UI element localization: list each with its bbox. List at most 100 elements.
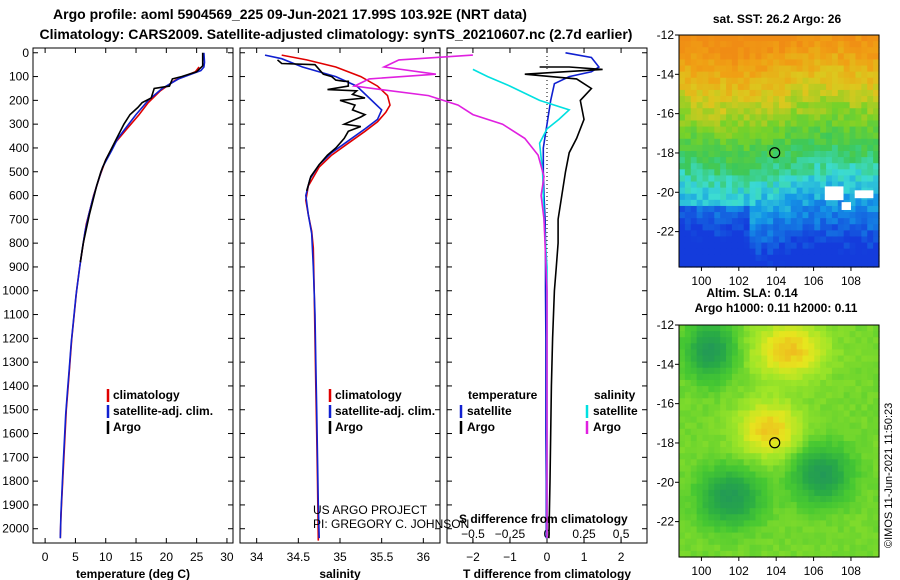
map-cell xyxy=(831,77,839,85)
map-cell xyxy=(720,477,727,485)
map-cell xyxy=(743,193,751,201)
map-cell xyxy=(784,483,792,491)
salinity-xlabel: salinity xyxy=(319,567,361,580)
map-cell xyxy=(826,343,833,351)
map-cell xyxy=(843,132,851,140)
map-cell xyxy=(831,416,839,424)
map-cell xyxy=(861,144,868,152)
map-cell xyxy=(773,343,780,351)
map-cell xyxy=(831,367,839,375)
map-cell xyxy=(820,83,827,91)
map-cell xyxy=(779,404,786,412)
map-cell xyxy=(731,447,739,454)
map-cell xyxy=(814,325,821,332)
map-cell xyxy=(690,495,698,503)
map-cell xyxy=(831,59,839,67)
sst-map-title: sat. SST: 26.2 Argo: 26 xyxy=(713,12,842,26)
map-cell xyxy=(873,65,880,73)
map-cell xyxy=(731,53,739,61)
map-cell xyxy=(814,508,821,515)
map-cell xyxy=(861,526,868,534)
map-cell xyxy=(820,230,827,238)
map-cell xyxy=(820,126,827,134)
map-cell xyxy=(708,138,715,146)
map-cell xyxy=(737,205,745,213)
map-cell xyxy=(855,514,862,521)
map-cell xyxy=(690,404,698,412)
depth-tick-label: 300 xyxy=(9,117,29,131)
map-cell xyxy=(837,477,845,485)
imos-timestamp: ©IMOS 11-Jun-2021 11:50:23 xyxy=(883,403,895,548)
map-cell xyxy=(849,392,857,399)
map-cell xyxy=(679,120,686,128)
map-cell xyxy=(790,355,798,363)
map-cell xyxy=(749,355,757,363)
map-cell xyxy=(690,175,698,183)
map-cell xyxy=(743,538,751,546)
map-cell xyxy=(802,83,810,91)
map-cell xyxy=(773,386,780,393)
map-cell xyxy=(743,447,751,454)
map-cell xyxy=(737,508,745,515)
map-cell xyxy=(690,236,698,244)
credit-project: US ARGO PROJECT xyxy=(313,503,428,517)
map-cell xyxy=(831,126,839,134)
map-cell xyxy=(696,187,704,195)
map-cell xyxy=(773,59,780,67)
map-cell xyxy=(849,175,857,183)
map-cell xyxy=(690,441,698,448)
map-cell xyxy=(684,508,692,515)
map-cell xyxy=(726,163,733,170)
map-cell xyxy=(731,254,739,262)
map-cell xyxy=(837,175,845,183)
map-cell xyxy=(837,132,845,140)
map-cell xyxy=(761,212,768,219)
map-cell xyxy=(731,120,739,128)
map-cell xyxy=(873,254,880,262)
map-cell xyxy=(802,71,810,79)
map-cell xyxy=(849,89,857,97)
map-cell xyxy=(714,349,721,357)
map-cell xyxy=(867,242,874,250)
map-cell xyxy=(684,495,692,503)
map-cell xyxy=(708,157,715,164)
map-cell xyxy=(755,193,762,201)
map-cell xyxy=(690,89,698,97)
map-cell xyxy=(814,89,821,97)
map-cell xyxy=(826,41,833,48)
map-cell xyxy=(743,199,751,207)
map-cell xyxy=(702,379,710,387)
map-cell xyxy=(749,236,757,244)
map-cell xyxy=(690,114,698,122)
depth-tick-label: 1700 xyxy=(2,450,29,464)
map-cell xyxy=(679,157,686,164)
map-cell xyxy=(796,441,804,448)
map-cell xyxy=(767,471,774,479)
map-cell xyxy=(708,260,715,268)
map-cell xyxy=(690,138,698,146)
map-cell xyxy=(867,41,874,48)
map-cell xyxy=(837,447,845,454)
map-ytick-label: -12 xyxy=(657,28,675,42)
map-cell xyxy=(867,144,874,152)
map-cell xyxy=(708,343,715,351)
map-cell xyxy=(684,477,692,485)
map-frame xyxy=(678,324,880,558)
map-cell xyxy=(784,465,792,473)
map-cell xyxy=(737,163,745,170)
map-cell xyxy=(820,367,827,375)
map-cell xyxy=(867,392,874,399)
map-cell xyxy=(790,422,798,430)
map-cell xyxy=(873,138,880,146)
map-cell xyxy=(773,181,780,189)
map-cell xyxy=(690,132,698,140)
map-cell xyxy=(802,526,810,534)
map-cell xyxy=(873,163,880,170)
map-cell xyxy=(684,83,692,91)
map-cell xyxy=(690,331,698,338)
map-cell xyxy=(873,41,880,48)
map-cell xyxy=(696,459,704,467)
map-cell xyxy=(749,434,757,442)
map-cell xyxy=(749,337,757,344)
map-cell xyxy=(696,410,704,418)
